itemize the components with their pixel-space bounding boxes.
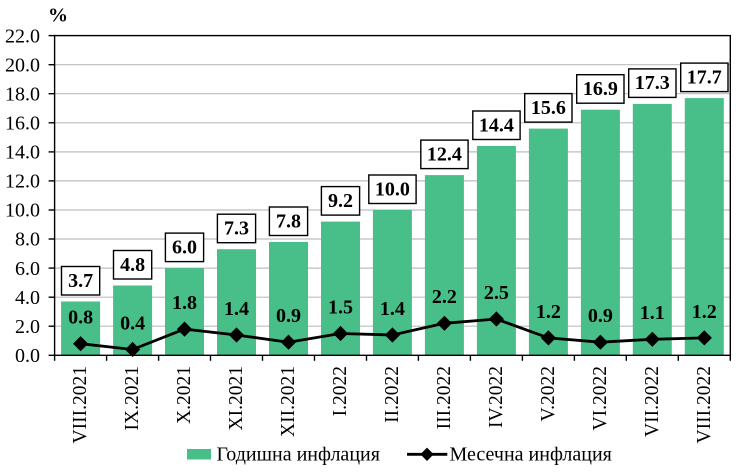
svg-text:2.0: 2.0 — [15, 316, 40, 338]
svg-text:22.0: 22.0 — [5, 25, 40, 47]
svg-text:VII.2022: VII.2022 — [642, 366, 663, 437]
svg-text:II.2022: II.2022 — [382, 366, 403, 423]
svg-text:1.1: 1.1 — [640, 302, 665, 324]
svg-text:3.7: 3.7 — [68, 270, 93, 292]
svg-text:1.2: 1.2 — [692, 301, 717, 323]
svg-text:4.8: 4.8 — [120, 254, 145, 276]
svg-text:1.2: 1.2 — [536, 301, 561, 323]
svg-text:0.9: 0.9 — [588, 305, 613, 327]
svg-text:4.0: 4.0 — [15, 287, 40, 309]
svg-text:10.0: 10.0 — [5, 200, 40, 222]
svg-text:14.0: 14.0 — [5, 142, 40, 164]
svg-text:17.3: 17.3 — [635, 72, 670, 94]
svg-text:6.0: 6.0 — [15, 258, 40, 280]
svg-text:9.2: 9.2 — [328, 190, 353, 212]
svg-text:20.0: 20.0 — [5, 54, 40, 76]
svg-text:2.2: 2.2 — [432, 286, 457, 308]
svg-text:0.4: 0.4 — [120, 312, 145, 334]
svg-text:0.0: 0.0 — [15, 345, 40, 367]
svg-text:0.9: 0.9 — [276, 305, 301, 327]
svg-text:1.4: 1.4 — [224, 298, 249, 320]
svg-text:VIII.2022: VIII.2022 — [694, 366, 715, 443]
svg-text:7.3: 7.3 — [224, 218, 249, 240]
svg-text:XI.2021: XI.2021 — [226, 366, 247, 430]
svg-text:IV.2022: IV.2022 — [486, 366, 507, 428]
svg-text:VIII.2021: VIII.2021 — [70, 366, 91, 443]
svg-text:8.0: 8.0 — [15, 229, 40, 251]
svg-text:12.0: 12.0 — [5, 171, 40, 193]
svg-text:1.4: 1.4 — [380, 298, 405, 320]
svg-text:16.9: 16.9 — [583, 78, 618, 100]
svg-text:16.0: 16.0 — [5, 113, 40, 135]
svg-text:18.0: 18.0 — [5, 83, 40, 105]
svg-text:%: % — [48, 5, 68, 27]
svg-text:X.2021: X.2021 — [174, 366, 195, 424]
svg-text:XII.2021: XII.2021 — [278, 366, 299, 437]
svg-text:Годишна инфлация: Годишна инфлация — [217, 444, 380, 466]
svg-text:17.7: 17.7 — [687, 66, 722, 88]
svg-text:Месечна инфлация: Месечна инфлация — [450, 444, 612, 466]
svg-text:6.0: 6.0 — [172, 236, 197, 258]
svg-text:7.8: 7.8 — [276, 210, 301, 232]
svg-text:15.6: 15.6 — [531, 97, 566, 119]
svg-text:1.8: 1.8 — [172, 292, 197, 314]
svg-text:V.2022: V.2022 — [538, 366, 559, 421]
svg-text:IX.2021: IX.2021 — [122, 366, 143, 430]
svg-text:1.5: 1.5 — [328, 296, 353, 318]
svg-text:I.2022: I.2022 — [330, 366, 351, 416]
svg-text:III.2022: III.2022 — [434, 366, 455, 429]
svg-text:0.8: 0.8 — [68, 307, 93, 329]
svg-text:14.4: 14.4 — [479, 114, 514, 136]
svg-text:12.4: 12.4 — [427, 143, 462, 165]
svg-text:VI.2022: VI.2022 — [590, 366, 611, 430]
svg-text:10.0: 10.0 — [375, 178, 410, 200]
svg-text:2.5: 2.5 — [484, 282, 509, 304]
